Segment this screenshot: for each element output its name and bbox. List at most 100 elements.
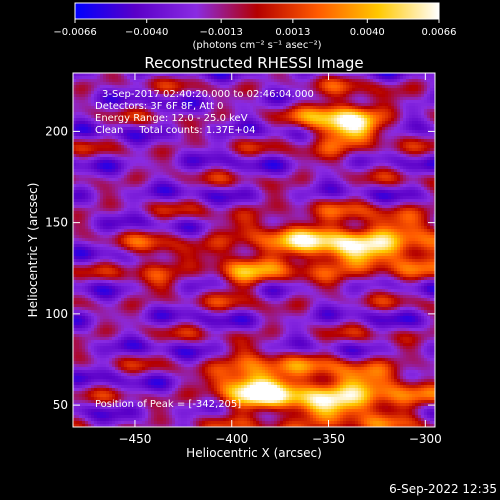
heatmap-cell xyxy=(187,172,191,176)
heatmap-cell xyxy=(187,166,191,170)
heatmap-cell xyxy=(427,151,431,155)
heatmap-cell xyxy=(79,112,83,116)
heatmap-cell xyxy=(292,127,296,131)
heatmap-cell xyxy=(220,88,224,92)
heatmap-cell xyxy=(118,172,122,176)
heatmap-cell xyxy=(334,118,338,122)
heatmap-cell xyxy=(157,172,161,176)
heatmap-cell xyxy=(334,100,338,104)
heatmap-cell xyxy=(148,85,152,89)
heatmap-cell xyxy=(181,193,185,197)
heatmap-cell xyxy=(133,103,137,107)
heatmap-cell xyxy=(115,175,119,179)
heatmap-cell xyxy=(76,163,80,167)
heatmap-cell xyxy=(157,121,161,125)
heatmap-cell xyxy=(220,166,224,170)
heatmap-cell xyxy=(361,109,365,113)
heatmap-cell xyxy=(394,178,398,182)
heatmap-cell xyxy=(235,88,239,92)
heatmap-cell xyxy=(139,166,143,170)
heatmap-cell xyxy=(106,160,110,164)
heatmap-cell xyxy=(226,169,230,173)
heatmap-cell xyxy=(286,121,290,125)
heatmap-cell xyxy=(139,181,143,185)
heatmap-cell xyxy=(343,82,347,86)
heatmap-cell xyxy=(283,145,287,149)
heatmap-cell xyxy=(400,73,404,77)
heatmap-cell xyxy=(328,79,332,83)
heatmap-cell xyxy=(235,115,239,119)
heatmap-cell xyxy=(229,166,233,170)
heatmap-cell xyxy=(388,181,392,185)
heatmap-cell xyxy=(253,103,257,107)
heatmap-cell xyxy=(325,178,329,182)
heatmap-cell xyxy=(211,136,215,140)
heatmap-cell xyxy=(310,193,314,197)
heatmap-cell xyxy=(148,181,152,185)
heatmap-cell xyxy=(421,130,425,134)
heatmap-cell xyxy=(283,109,287,113)
heatmap-cell xyxy=(397,136,401,140)
heatmap-cell xyxy=(220,76,224,80)
heatmap-cell xyxy=(160,193,164,197)
heatmap-cell xyxy=(217,91,221,95)
heatmap-cell xyxy=(178,175,182,179)
heatmap-cell xyxy=(415,139,419,143)
heatmap-cell xyxy=(328,112,332,116)
heatmap-cell xyxy=(124,124,128,128)
heatmap-cell xyxy=(385,103,389,107)
heatmap-cell xyxy=(313,112,317,116)
heatmap-cell xyxy=(229,109,233,113)
heatmap-cell xyxy=(226,91,230,95)
heatmap-cell xyxy=(409,157,413,161)
heatmap-cell xyxy=(412,136,416,140)
heatmap-cell xyxy=(409,133,413,137)
heatmap-cell xyxy=(91,157,95,161)
heatmap-cell xyxy=(379,97,383,101)
heatmap-cell xyxy=(160,79,164,83)
heatmap-cell xyxy=(358,112,362,116)
heatmap-cell xyxy=(334,79,338,83)
heatmap-cell xyxy=(202,151,206,155)
heatmap-cell xyxy=(118,94,122,98)
heatmap-cell xyxy=(94,193,98,197)
heatmap-cell xyxy=(157,175,161,179)
heatmap-cell xyxy=(148,115,152,119)
heatmap-cell xyxy=(214,154,218,158)
heatmap-cell xyxy=(298,175,302,179)
heatmap-cell xyxy=(418,115,422,119)
heatmap-cell xyxy=(136,73,140,77)
heatmap-cell xyxy=(346,178,350,182)
heatmap-cell xyxy=(277,193,281,197)
heatmap-cell xyxy=(136,169,140,173)
heatmap-cell xyxy=(373,79,377,83)
heatmap-cell xyxy=(289,184,293,188)
heatmap-cell xyxy=(238,124,242,128)
heatmap-cell xyxy=(337,169,341,173)
heatmap-cell xyxy=(253,139,257,143)
heatmap-cell xyxy=(421,115,425,119)
heatmap-cell xyxy=(211,154,215,158)
heatmap-cell xyxy=(127,130,131,134)
heatmap-cell xyxy=(409,115,413,119)
heatmap-cell xyxy=(313,109,317,113)
heatmap-cell xyxy=(250,106,254,110)
heatmap-cell xyxy=(295,157,299,161)
heatmap-cell xyxy=(121,133,125,137)
heatmap-cell xyxy=(397,172,401,176)
heatmap-cell xyxy=(145,142,149,146)
heatmap-cell xyxy=(109,193,113,197)
heatmap-cell xyxy=(316,109,320,113)
heatmap-cell xyxy=(85,196,89,200)
heatmap-cell xyxy=(145,154,149,158)
heatmap-cell xyxy=(184,181,188,185)
heatmap-cell xyxy=(433,115,435,119)
heatmap-cell xyxy=(409,106,413,110)
heatmap-cell xyxy=(304,82,308,86)
heatmap-cell xyxy=(313,97,317,101)
heatmap-cell xyxy=(271,145,275,149)
heatmap-cell xyxy=(115,136,119,140)
heatmap-cell xyxy=(307,91,311,95)
heatmap-cell xyxy=(316,178,320,182)
heatmap-cell xyxy=(304,184,308,188)
